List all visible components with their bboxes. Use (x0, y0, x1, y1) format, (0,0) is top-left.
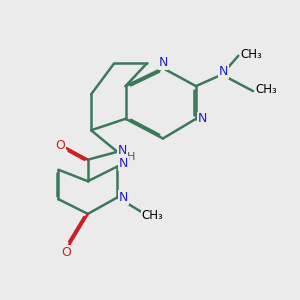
Text: CH₃: CH₃ (255, 83, 277, 96)
Text: CH₃: CH₃ (241, 48, 262, 61)
Text: N: N (118, 144, 127, 157)
Text: N: N (158, 56, 168, 69)
Text: H: H (126, 152, 135, 162)
Text: N: N (119, 191, 128, 204)
Text: N: N (219, 65, 228, 78)
Text: O: O (55, 139, 65, 152)
Text: N: N (198, 112, 207, 125)
Text: CH₃: CH₃ (141, 208, 163, 222)
Text: N: N (119, 157, 128, 170)
Text: O: O (62, 246, 72, 259)
